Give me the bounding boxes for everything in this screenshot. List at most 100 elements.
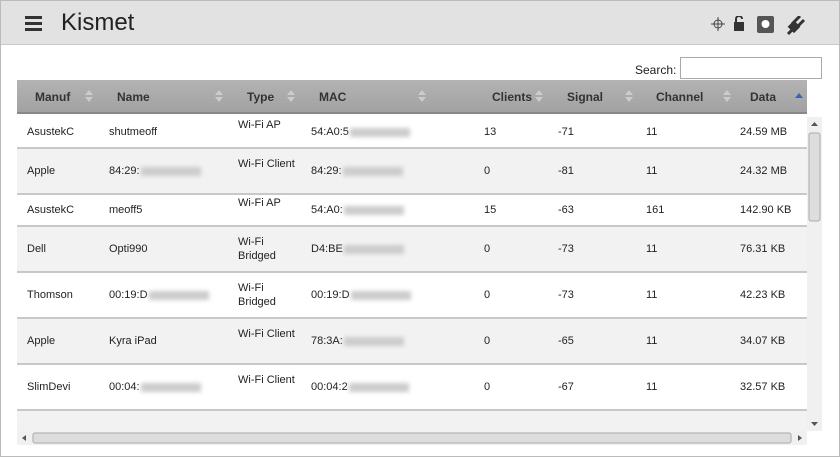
column-header[interactable]: Name [117, 90, 150, 104]
table-cell: 54:A0:5 [311, 125, 461, 139]
search-label: Search: [635, 63, 677, 77]
table-cell: Wi-Fi Client [238, 328, 295, 340]
table-cell: 24.59 MB [740, 126, 788, 138]
redacted-text [343, 336, 404, 346]
column-header[interactable]: Signal [567, 90, 604, 104]
table-cell: 00:19:D [311, 288, 461, 302]
table-cell: -67 [558, 381, 574, 393]
table-cell: 84:29: [311, 164, 461, 178]
table-cell: 00:19:D [109, 288, 259, 302]
table-cell: SlimDevi [27, 381, 71, 393]
table-cell: Wi-Fi Client [238, 374, 295, 386]
table-cell: -73 [558, 289, 574, 301]
table-cell: -63 [558, 204, 574, 216]
table-cell: 11 [646, 165, 658, 177]
locate-icon[interactable] [711, 17, 725, 31]
table-row[interactable]: Thomson 00:19:D Wi-Fi Bridged 00:19:D 0 -73 11… [17, 273, 807, 319]
table-cell: Wi-Fi AP [238, 119, 281, 131]
table-cell: 11 [646, 243, 658, 255]
header-bar: Kismet [1, 1, 839, 45]
table-cell: 34.07 KB [740, 335, 786, 347]
sort-arrows[interactable] [723, 89, 731, 103]
column-header[interactable]: Channel [656, 90, 704, 104]
table-row[interactable]: Apple 84:29: Wi-Fi Client 84:29: 0 -81 11 24.32… [17, 149, 807, 195]
redacted-text [343, 205, 404, 215]
table-cell: 78:3A: [311, 334, 461, 348]
table-cell: Wi-Fi Bridged [238, 236, 276, 262]
table-cell: Thomson [27, 289, 73, 301]
sort-arrows[interactable] [625, 89, 633, 103]
vertical-scrollbar[interactable] [807, 117, 822, 431]
column-header[interactable]: Clients [492, 90, 533, 104]
table-row[interactable]: AsustekC shutmeoff Wi-Fi AP 54:A0:5 13 -71 11 2… [17, 117, 807, 149]
table-cell: 0 [484, 381, 491, 393]
alert-icon[interactable] [757, 16, 774, 33]
sort-arrows[interactable] [287, 89, 295, 103]
table-cell: 84:29: [109, 164, 259, 178]
table-cell: 54:A0: [311, 203, 461, 217]
column-header[interactable]: Type [247, 90, 275, 104]
table-cell: 11 [646, 126, 658, 138]
lock-icon[interactable] [734, 16, 744, 31]
app-title: Kismet [61, 9, 135, 36]
table-cell: Wi-Fi Bridged [238, 282, 276, 308]
sort-arrows[interactable] [535, 89, 543, 103]
table-cell: 24.32 MB [740, 165, 788, 177]
table-cell: 11 [646, 289, 658, 301]
table-body: AsustekC shutmeoff Wi-Fi AP 54:A0:5 13 -71 11 2… [17, 117, 807, 431]
table-row[interactable]: SlimDevi 00:04: Wi-Fi Client 00:04:2 0 -67 11 3… [17, 365, 807, 411]
sort-arrows[interactable] [418, 89, 426, 103]
redacted-text [342, 166, 403, 176]
table-cell: -81 [558, 165, 574, 177]
column-header[interactable]: Manuf [35, 90, 71, 104]
table-cell: shutmeoff [109, 126, 158, 138]
table-cell: 15 [484, 204, 497, 216]
table-cell: Opti990 [109, 243, 148, 255]
menu-button[interactable] [25, 16, 42, 31]
redacted-text [343, 244, 404, 254]
table-cell: 0 [484, 289, 491, 301]
table-header: Manuf Name Type MAC Clients Signal Channel Data [17, 80, 807, 114]
column-header[interactable]: Data [750, 90, 777, 104]
redacted-text [140, 166, 201, 176]
table-cell: 0 [484, 243, 491, 255]
column-header[interactable]: MAC [319, 90, 347, 104]
table-cell: 42.23 KB [740, 289, 786, 301]
table-row [17, 411, 807, 431]
table-cell: Kyra iPad [109, 335, 157, 347]
table-cell: AsustekC [27, 204, 75, 216]
table-cell: 0 [484, 335, 491, 347]
toolbar-icons [711, 16, 806, 36]
horizontal-scrollbar[interactable] [17, 431, 807, 445]
connection-icon[interactable] [786, 16, 806, 36]
table-row[interactable]: Dell Opti990 Wi-Fi Bridged D4:BE 0 -73 11 76.31… [17, 227, 807, 273]
table-cell: 0 [484, 165, 491, 177]
redacted-text [148, 290, 209, 300]
table-cell: Apple [27, 335, 56, 347]
table-row[interactable]: AsustekC meoff5 Wi-Fi AP 54:A0: 15 -63 161 142.… [17, 195, 807, 227]
table-cell: 142.90 KB [740, 204, 792, 216]
table-cell: -73 [558, 243, 574, 255]
redacted-text [348, 382, 409, 392]
sort-arrows[interactable] [85, 89, 93, 103]
redacted-text [350, 290, 411, 300]
table-cell: AsustekC [27, 126, 75, 138]
table-cell: D4:BE [311, 242, 461, 256]
table-cell: 76.31 KB [740, 243, 786, 255]
table-cell: 00:04:2 [311, 380, 461, 394]
table-cell: 00:04: [109, 380, 259, 394]
table-cell: meoff5 [109, 204, 143, 216]
table-cell: Dell [27, 243, 46, 255]
sort-arrows[interactable] [795, 89, 803, 103]
table-row[interactable]: Apple Kyra iPad Wi-Fi Client 78:3A: 0 -65 11 34… [17, 319, 807, 365]
redacted-text [349, 127, 410, 137]
table-cell: 13 [484, 126, 497, 138]
table-cell: Wi-Fi Client [238, 158, 295, 170]
search-input[interactable] [680, 57, 822, 79]
table-cell: Wi-Fi AP [238, 197, 281, 209]
table-cell: 161 [646, 204, 665, 216]
table-cell: -71 [558, 126, 574, 138]
table-cell: 11 [646, 381, 658, 393]
sort-arrows[interactable] [215, 89, 223, 103]
